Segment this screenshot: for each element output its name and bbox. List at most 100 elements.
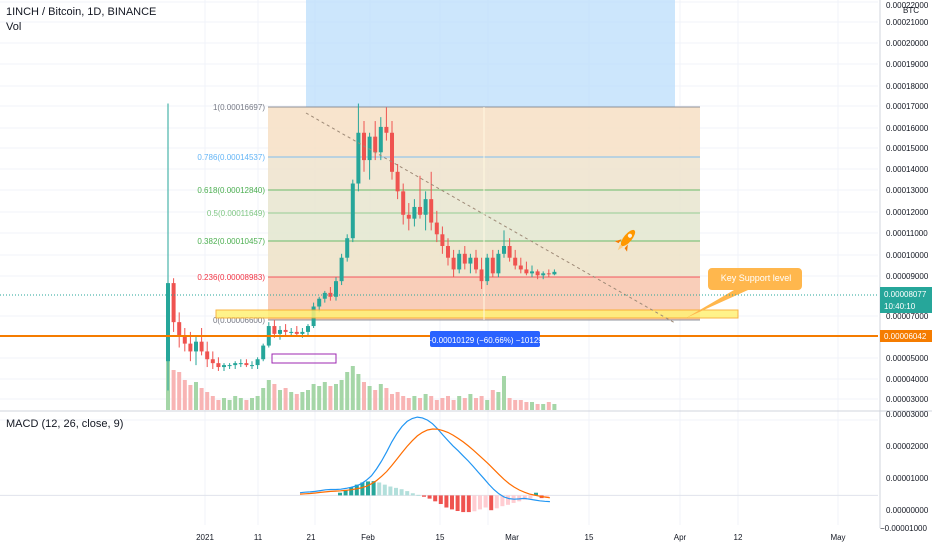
fib-level-label: 1(0.00016697)	[213, 103, 265, 112]
candle-body	[395, 171, 400, 192]
volume-bar	[546, 402, 551, 410]
signal-line	[299, 428, 550, 499]
candle-body	[350, 183, 355, 239]
volume-bar	[300, 392, 305, 410]
volume-bar	[250, 398, 254, 410]
volume-bar	[462, 398, 467, 410]
price-tick-label: 0.00004000	[886, 375, 929, 384]
volume-bar	[412, 396, 417, 410]
macd-label[interactable]: MACD (12, 26, close, 9)	[6, 418, 124, 430]
candle-body	[261, 345, 266, 360]
candle-body	[300, 331, 305, 334]
macd-histogram-bar	[371, 481, 376, 496]
support-zone-box	[215, 309, 739, 319]
price-tick-label: 0.00012000	[886, 208, 929, 217]
volume-bar	[423, 394, 428, 410]
macd-histogram-bar	[354, 484, 359, 496]
macd-histogram-bar	[461, 495, 466, 513]
time-tick-label: 11	[254, 533, 263, 542]
price-tick-label: 0.00019000	[886, 60, 929, 69]
volume-bar	[188, 385, 193, 410]
time-tick-label: 21	[307, 533, 316, 542]
candle-body	[451, 257, 456, 270]
time-tick-label: Apr	[674, 533, 687, 542]
macd-histogram-bar	[534, 492, 538, 496]
volume-bar	[451, 400, 456, 410]
candle-body	[513, 257, 518, 266]
volume-bar	[384, 388, 389, 410]
drawing-overlays[interactable]: −0.00010129 (−60.66%) −10129 Key Support …	[0, 107, 878, 364]
volume-bar	[406, 398, 411, 410]
time-tick-label: 15	[436, 533, 445, 542]
macd-histogram-bar	[360, 482, 365, 496]
candle-body	[334, 281, 338, 297]
candle-body	[502, 246, 506, 254]
volume-bar	[446, 396, 450, 410]
candle-body	[552, 271, 557, 275]
volume-bar	[390, 394, 394, 410]
volume-bar	[182, 380, 187, 410]
fib-level-label: 0(0.00006600)	[213, 316, 265, 325]
price-unit-label: BTC	[903, 6, 919, 15]
price-tick-label: 0.00020000	[886, 39, 929, 48]
candle-body	[210, 359, 215, 364]
candle-body	[188, 343, 193, 352]
price-tick-label: 0.00005000	[886, 354, 929, 363]
candle-body	[238, 363, 243, 365]
measure-label-bg	[430, 331, 540, 347]
candle-body	[479, 269, 484, 282]
candle-body	[462, 253, 467, 264]
candle-body	[205, 351, 210, 360]
last-price-label: 0.00008077	[884, 290, 927, 299]
candle-body	[194, 341, 198, 352]
fibonacci-retracement[interactable]: 1(0.00016697) 0.786(0.00014537) 0.618(0.00…	[197, 103, 700, 325]
macd-histogram-bar	[438, 495, 443, 505]
macd-histogram-bar	[410, 493, 415, 496]
candle-body	[524, 269, 529, 274]
volume-bar	[367, 386, 372, 410]
macd-histogram-bar	[366, 481, 370, 496]
price-tick-label: 0.00018000	[886, 82, 929, 91]
macd-histogram-bar	[450, 495, 454, 510]
price-tick-label: 0.00015000	[886, 144, 929, 153]
rocket-window	[627, 233, 632, 238]
volume-bar	[513, 400, 518, 410]
price-tick-label: 0.00016000	[886, 124, 929, 133]
price-tick-label: 0.00011000	[886, 229, 928, 238]
candle-body	[429, 199, 434, 223]
candle-body	[367, 136, 372, 161]
time-tick-label: Feb	[361, 533, 375, 542]
macd-histogram-bar	[382, 484, 387, 496]
volume-bar	[311, 384, 316, 410]
rocket-fins	[614, 239, 628, 252]
candle-body	[322, 292, 327, 299]
price-tick-label: 0.00017000	[886, 102, 929, 111]
volume-bar	[216, 400, 221, 410]
volume-bar	[490, 390, 495, 410]
candle-body	[468, 257, 473, 264]
volume-bar	[210, 396, 215, 410]
fib-level-label: 0.786(0.00014537)	[197, 153, 265, 162]
macd-tick-label: −0.00001000	[880, 524, 927, 533]
macd-histogram-bar	[528, 495, 533, 499]
volume-bar	[507, 398, 512, 410]
time-tick-label: May	[830, 533, 845, 542]
macd-histogram-bar	[422, 495, 426, 497]
key-support-callout	[686, 268, 802, 318]
candle-body	[166, 283, 170, 362]
macd-histogram-bar	[343, 490, 348, 496]
candle-body	[278, 329, 282, 334]
macd-histogram-bar	[506, 495, 510, 505]
fib-level-label: 0.382(0.00010457)	[197, 237, 265, 246]
fib-level-label: 0.5(0.00011649)	[207, 209, 265, 218]
volume-bar	[468, 394, 473, 410]
candle-body	[356, 132, 361, 184]
target-zone	[306, 0, 675, 107]
volume-bar	[356, 374, 361, 410]
price-tick-label: 0.00022000	[886, 1, 929, 10]
macd-histogram-bar	[427, 495, 432, 499]
symbol-title[interactable]: 1INCH / Bitcoin, 1D, BINANCE	[6, 6, 157, 18]
volume-bar	[177, 372, 182, 410]
